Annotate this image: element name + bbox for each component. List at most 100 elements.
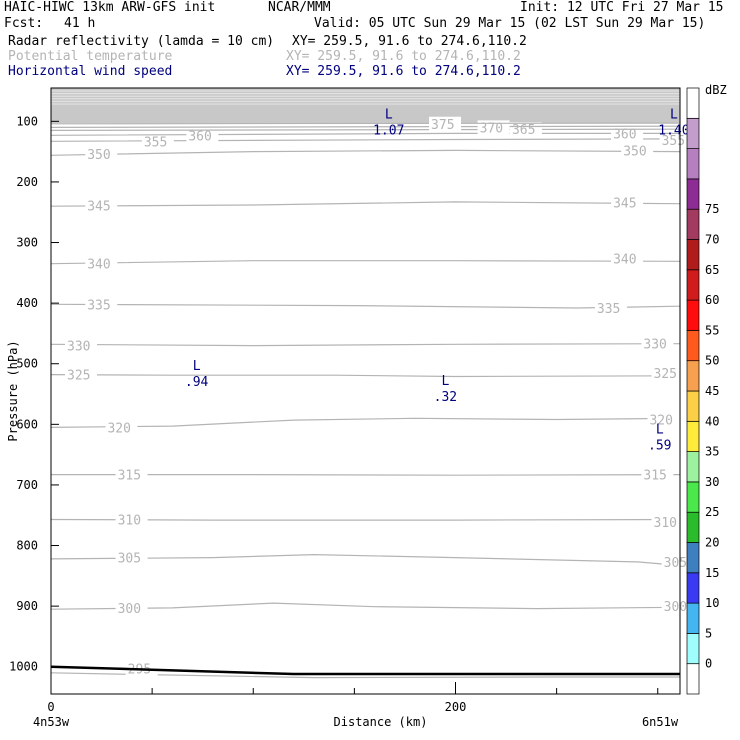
theta-label-320: 320 [107, 421, 130, 436]
theta-label-bg [115, 550, 148, 565]
theta-contour-335 [50, 303, 681, 309]
colorbar-cell [686, 663, 700, 695]
y-tick-label: 200 [16, 175, 38, 189]
theta-label-bg [651, 365, 684, 380]
colorbar-cell [686, 511, 700, 543]
theta-label-bg [65, 367, 97, 382]
theta-label-365: 365 [512, 123, 535, 138]
colorbar-cell [686, 572, 700, 604]
colorbar-level-label: 75 [705, 202, 719, 216]
wind-low-value: .59 [648, 438, 671, 453]
theta-label-bg [65, 338, 97, 353]
theta-label-360: 360 [188, 129, 211, 144]
wind-low-value: .94 [185, 375, 209, 390]
colorbar-level-label: 65 [705, 263, 719, 277]
wind-low-marker: L [656, 422, 664, 437]
theta-label-bg [105, 420, 138, 435]
theta-label-bg [85, 198, 118, 213]
colorbar-level-label: 40 [705, 414, 719, 428]
theta-label-bg [141, 134, 174, 149]
theta-label-370: 370 [480, 121, 503, 136]
colorbar-level-label: 10 [705, 596, 719, 610]
colorbar-cell [686, 481, 700, 513]
theta-label-350: 350 [87, 148, 110, 163]
x-axis-label: Distance (km) [334, 715, 428, 729]
colorbar-cell [686, 178, 700, 210]
y-tick-label: 1000 [9, 660, 38, 674]
theta-contour-365 [50, 128, 681, 131]
theta-label-325: 325 [654, 367, 677, 382]
colorbar-cell [686, 148, 700, 180]
theta-label-bg [651, 514, 684, 529]
plot-frame [50, 87, 681, 695]
theta-label-bg [641, 336, 674, 351]
wind-low-value: 1.07 [373, 123, 404, 138]
field-xy-wind: XY= 259.5, 91.6 to 274.6,110.2 [286, 64, 521, 79]
wind-low-marker: L [193, 359, 201, 374]
colorbar-level-label: 50 [705, 354, 719, 368]
colorbar-cell [686, 330, 700, 362]
theta-contour-325 [50, 374, 681, 378]
colorbar-cell [686, 542, 700, 574]
theta-label-355: 355 [662, 134, 685, 149]
y-tick-label: 800 [16, 539, 38, 553]
x-tick-label: 200 [445, 700, 467, 714]
theta-label-bg [429, 116, 462, 131]
y-tick-label: 400 [16, 296, 38, 310]
theta-contour-305 [50, 553, 681, 567]
colorbar-cell [686, 420, 700, 452]
colorbar-level-label: 60 [705, 293, 719, 307]
colorbar-cell [686, 602, 700, 634]
field-xy-theta: XY= 259.5, 91.6 to 274.6,110.2 [286, 49, 521, 64]
org-label: NCAR/MMM [268, 0, 331, 15]
x-tick-label: 0 [47, 700, 54, 714]
wind-low-marker: L [441, 374, 449, 389]
theta-label-bg [647, 412, 680, 427]
colorbar-cell [686, 451, 700, 483]
field-name-theta: Potential temperature [8, 49, 173, 64]
colorbar-level-label: 15 [705, 566, 719, 580]
colorbar-cell [686, 117, 700, 149]
terrain-line [50, 665, 680, 676]
theta-label-345: 345 [87, 200, 110, 215]
theta-label-bg [115, 600, 148, 615]
theta-contour-330 [50, 343, 681, 347]
theta-label-335: 335 [597, 302, 620, 317]
theta-contour-370 [50, 125, 681, 128]
colorbar-level-label: 55 [705, 323, 719, 337]
theta-label-bg [659, 133, 692, 148]
theta-label-bg [509, 122, 542, 137]
colorbar-level-label: 35 [705, 445, 719, 459]
theta-label-330: 330 [643, 338, 666, 353]
theta-label-345: 345 [613, 197, 636, 212]
wind-low-value: .32 [434, 390, 457, 405]
theta-label-bg [594, 300, 627, 315]
colorbar-level-label: 5 [705, 626, 712, 640]
colorbar-level-label: 30 [705, 475, 719, 489]
y-tick-label: 300 [16, 236, 38, 250]
wind-low-marker: L [670, 107, 678, 122]
x-start-location: 4n53w [33, 715, 70, 729]
theta-label-300: 300 [664, 600, 687, 615]
theta-label-335: 335 [87, 298, 110, 313]
theta-label-300: 300 [118, 602, 141, 617]
y-tick-label: 600 [16, 417, 38, 431]
theta-label-355: 355 [144, 135, 167, 150]
theta-label-305: 305 [664, 556, 687, 571]
theta-label-bg [641, 467, 674, 482]
y-tick-label: 900 [16, 599, 38, 613]
theta-label-315: 315 [643, 469, 666, 484]
theta-label-330: 330 [67, 340, 90, 355]
theta-label-360: 360 [613, 127, 636, 142]
theta-label-350: 350 [623, 144, 646, 159]
colorbar-level-label: 0 [705, 657, 712, 671]
y-tick-label: 100 [16, 114, 38, 128]
theta-label-310: 310 [118, 513, 141, 528]
theta-label-bg [186, 128, 219, 143]
wind-low-marker: L [385, 107, 393, 122]
colorbar-level-label: 20 [705, 536, 719, 550]
theta-label-375: 375 [431, 118, 454, 133]
x-end-location: 6n51w [642, 715, 679, 729]
theta-label-bg [611, 195, 644, 210]
